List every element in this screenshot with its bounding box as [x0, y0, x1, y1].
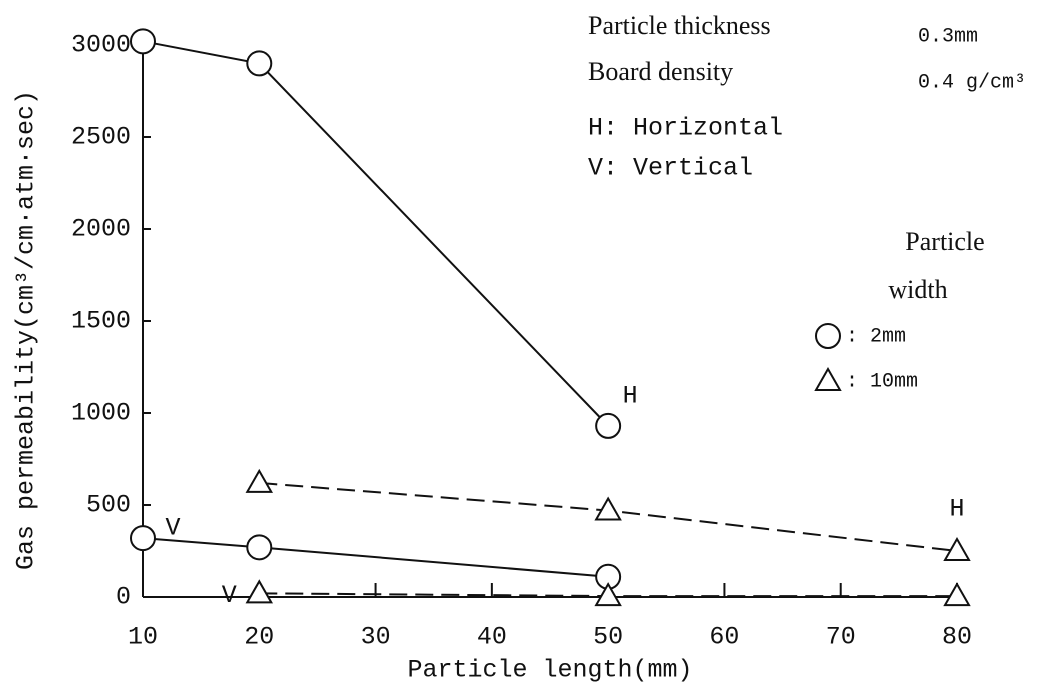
legend-marker: [815, 323, 841, 349]
y-tick-label: 0: [116, 583, 131, 612]
legend-title: width: [888, 275, 947, 304]
y-tick-label: 500: [86, 491, 131, 520]
point: [246, 534, 273, 561]
x-tick-label: 40: [477, 623, 507, 652]
y-tick-label: 3000: [71, 31, 131, 60]
legend-label: : 2mm: [846, 325, 906, 348]
point: [943, 536, 971, 561]
point: [246, 50, 273, 77]
note-value: 0.4 g/cm³: [918, 71, 1026, 94]
y-tick-label: 2500: [71, 123, 131, 152]
series-line: [142, 40, 609, 427]
series-line: [142, 537, 609, 578]
note-label: Board density: [588, 57, 733, 86]
point: [594, 582, 622, 607]
note-value: 0.3mm: [918, 25, 978, 48]
point: [130, 28, 156, 55]
x-axis-label: Particle length(mm): [407, 656, 692, 685]
point: [595, 412, 622, 439]
point: [594, 496, 622, 521]
legend-label: : 10mm: [846, 370, 918, 393]
y-tick-label: 1000: [71, 399, 131, 428]
x-tick-label: 20: [244, 623, 274, 652]
legend-marker: [814, 366, 842, 391]
y-tick-label: 1500: [71, 307, 131, 336]
point: [943, 582, 971, 607]
point: [130, 525, 156, 552]
series-label: H: [949, 495, 964, 524]
x-tick-label: 80: [942, 623, 972, 652]
note-label: Particle thickness: [588, 11, 771, 40]
x-tick-label: 60: [709, 623, 739, 652]
note-label: H: Horizontal: [588, 114, 783, 143]
series-label: V: [222, 581, 237, 610]
y-axis-label: Gas permeability(cm³/cm·atm·sec): [12, 90, 41, 570]
x-tick-label: 30: [361, 623, 391, 652]
point: [245, 468, 274, 493]
y-tick-label: 2000: [71, 215, 131, 244]
x-tick-label: 70: [826, 623, 856, 652]
series-label: V: [165, 514, 180, 543]
series-label: H: [623, 381, 638, 410]
x-tick-label: 10: [128, 623, 158, 652]
legend-title: Particle: [905, 227, 984, 256]
point: [245, 579, 274, 604]
note-label: V: Vertical: [588, 154, 753, 183]
x-tick-label: 50: [593, 623, 623, 652]
